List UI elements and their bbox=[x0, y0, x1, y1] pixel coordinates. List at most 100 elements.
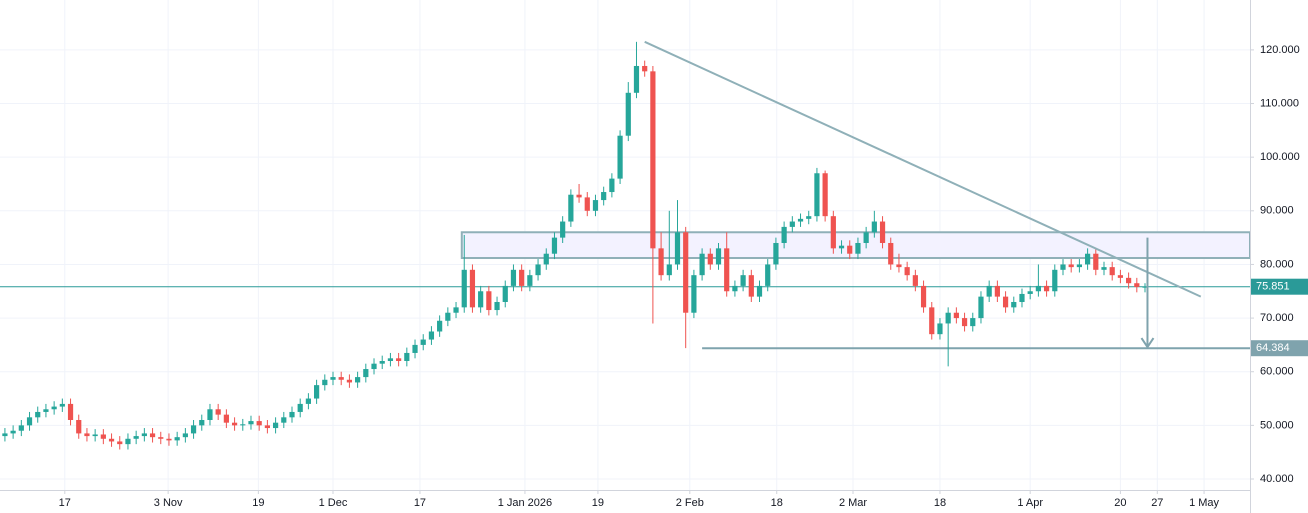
candle-body bbox=[371, 363, 377, 370]
candle-body bbox=[445, 312, 451, 321]
candle-body bbox=[1142, 286, 1148, 288]
candle-body bbox=[248, 421, 254, 425]
x-tick-label: 27 bbox=[1151, 497, 1163, 509]
candle-body bbox=[215, 409, 221, 415]
candle-body bbox=[125, 438, 131, 445]
candle-body bbox=[1060, 264, 1066, 270]
x-tick-label: 3 Nov bbox=[154, 497, 183, 509]
candle-body bbox=[1093, 253, 1099, 270]
candle-body bbox=[133, 436, 139, 439]
candle-body bbox=[937, 323, 943, 335]
candle-body bbox=[108, 438, 115, 442]
candle-body bbox=[1035, 285, 1041, 292]
support-label: 64.384 bbox=[1256, 342, 1290, 354]
candle-body bbox=[838, 245, 845, 249]
candle-body bbox=[904, 267, 910, 276]
candle-body bbox=[412, 344, 418, 353]
x-tick-label: 17 bbox=[414, 497, 426, 509]
candle-body bbox=[847, 245, 853, 254]
candle-body bbox=[691, 275, 697, 313]
candle-body bbox=[256, 421, 262, 426]
candle-body bbox=[617, 135, 623, 179]
candle-body bbox=[592, 200, 599, 211]
candle-body bbox=[1002, 296, 1009, 308]
candle-body bbox=[642, 65, 648, 72]
candle-body bbox=[338, 377, 344, 380]
candle-body bbox=[822, 173, 828, 217]
candle-body bbox=[67, 403, 74, 420]
candle-body bbox=[756, 285, 763, 297]
axis-panel bbox=[0, 490, 1250, 513]
x-tick-label: 1 May bbox=[1189, 497, 1219, 509]
candle-body bbox=[1109, 267, 1115, 276]
candle-body bbox=[674, 232, 681, 265]
candle-body bbox=[576, 194, 582, 198]
price-label: 75.851 bbox=[1256, 281, 1290, 293]
candle-body bbox=[437, 320, 443, 332]
candle-body bbox=[830, 216, 836, 249]
candle-body bbox=[699, 253, 705, 276]
x-tick-label: 1 Dec bbox=[319, 497, 348, 509]
candle-body bbox=[469, 269, 476, 308]
candle-body bbox=[748, 275, 754, 297]
candle-body bbox=[314, 385, 320, 399]
candle-body bbox=[961, 318, 968, 327]
candle-body bbox=[141, 433, 147, 437]
candle-body bbox=[182, 433, 188, 438]
candle-body bbox=[18, 425, 24, 431]
candle-body bbox=[330, 377, 336, 380]
candle-body bbox=[666, 264, 672, 276]
x-tick-label: 19 bbox=[252, 497, 264, 509]
candle-body bbox=[76, 420, 82, 434]
candle-body bbox=[1043, 285, 1050, 292]
price-label-box bbox=[1251, 278, 1308, 295]
x-tick-label: 2 Feb bbox=[676, 497, 704, 509]
candle-body bbox=[986, 285, 992, 297]
candle-body bbox=[953, 312, 959, 319]
candle-body bbox=[502, 285, 508, 302]
y-tick-label: 110.000 bbox=[1260, 97, 1299, 109]
candle-body bbox=[978, 296, 984, 319]
candle-body bbox=[478, 291, 484, 308]
candle-body bbox=[773, 242, 779, 265]
candle-body bbox=[929, 307, 935, 335]
candle-body bbox=[494, 301, 500, 311]
candle-body bbox=[1101, 267, 1107, 270]
x-tick-label: 19 bbox=[592, 497, 604, 509]
candle-body bbox=[1019, 293, 1025, 302]
candle-body bbox=[1076, 264, 1082, 268]
y-tick-label: 80.000 bbox=[1260, 258, 1294, 270]
candle-body bbox=[994, 285, 1000, 297]
candle-body bbox=[363, 369, 369, 378]
candle-body bbox=[100, 434, 106, 439]
axis-panel bbox=[1250, 0, 1308, 513]
candle-body bbox=[543, 253, 549, 265]
candle-body bbox=[199, 420, 205, 426]
y-tick-label: 50.000 bbox=[1260, 419, 1294, 431]
candle-body bbox=[51, 406, 57, 410]
trendline bbox=[644, 40, 1202, 298]
candle-body bbox=[945, 312, 951, 324]
candle-body bbox=[453, 307, 459, 313]
candle-body bbox=[117, 441, 123, 445]
candle-body bbox=[1052, 269, 1058, 292]
candle-body bbox=[396, 358, 402, 361]
candle-body bbox=[1117, 275, 1124, 278]
candle-body bbox=[1084, 253, 1091, 265]
candle-body bbox=[707, 253, 713, 265]
y-tick-label: 70.000 bbox=[1260, 312, 1294, 324]
candle-body bbox=[272, 422, 279, 429]
candle-body bbox=[2, 433, 8, 437]
candle-body bbox=[920, 285, 927, 308]
candle-body bbox=[912, 275, 918, 286]
candle-body bbox=[1134, 283, 1140, 287]
candle-body bbox=[264, 425, 270, 429]
candle-body bbox=[59, 403, 65, 407]
candle-body bbox=[724, 248, 730, 292]
candle-body bbox=[289, 411, 295, 418]
candle-body bbox=[715, 248, 722, 265]
candle-body bbox=[1068, 264, 1074, 268]
candle-body bbox=[568, 194, 574, 222]
candle-body bbox=[732, 285, 738, 292]
